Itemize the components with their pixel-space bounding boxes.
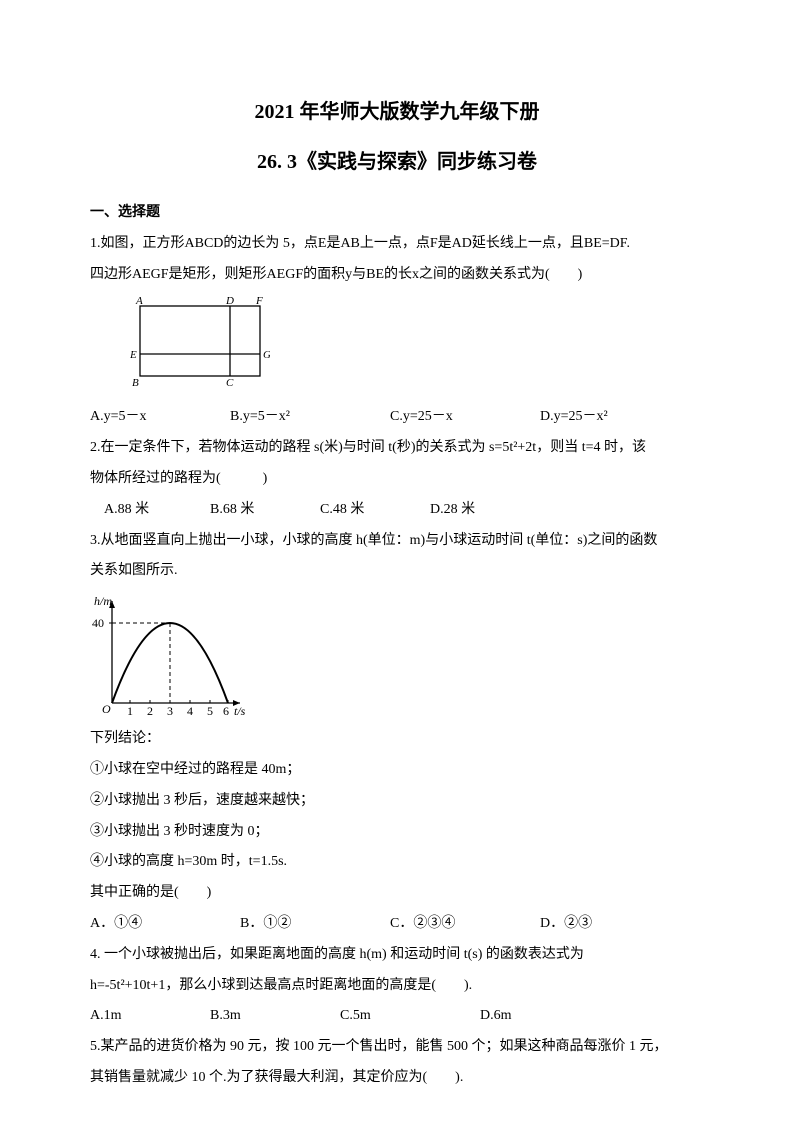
q3-options: A．①④ B．①② C．②③④ D．②③ [90, 909, 704, 940]
q3-line1: 3.从地面竖直向上抛出一小球，小球的高度 h(单位：m)与小球运动时间 t(单位… [90, 526, 704, 557]
q4-optB: B.3m [210, 1001, 340, 1032]
svg-text:O: O [102, 702, 111, 716]
page: 2021 年华师大版数学九年级下册 26. 3《实践与探索》同步练习卷 一、选择… [0, 0, 794, 1134]
q3-optA: A．①④ [90, 909, 240, 940]
title-line-1: 2021 年华师大版数学九年级下册 [90, 90, 704, 134]
fig2-xt5: 5 [207, 704, 213, 718]
q3-s2: ②小球抛出 3 秒后，速度越来越快； [90, 786, 704, 817]
q3-figure: h/m t/s O 40 1 2 3 4 5 6 [90, 593, 704, 718]
q3-optD: D．②③ [540, 909, 660, 940]
q3-line2: 关系如图所示. [90, 556, 704, 587]
q4-optC: C.5m [340, 1001, 480, 1032]
q2-line1: 2.在一定条件下，若物体运动的路程 s(米)与时间 t(秒)的关系式为 s=5t… [90, 433, 704, 464]
q2-optB: B.68 米 [210, 495, 320, 526]
q5-line2: 其销售量就减少 10 个.为了获得最大利润，其定价应为( ). [90, 1063, 704, 1094]
q3-ask: 其中正确的是( ) [90, 878, 704, 909]
q1-line1: 1.如图，正方形ABCD的边长为 5，点E是AB上一点，点F是AD延长线上一点，… [90, 229, 704, 260]
q4-optD: D.6m [480, 1001, 600, 1032]
q1-optD: D.y=25－x² [540, 402, 700, 433]
q4-line1: 4. 一个小球被抛出后，如果距离地面的高度 h(m) 和运动时间 t(s) 的函… [90, 940, 704, 971]
q3-s1: ①小球在空中经过的路程是 40m； [90, 755, 704, 786]
fig2-xt3: 3 [167, 704, 173, 718]
q2-optD: D.28 米 [430, 495, 540, 526]
q3-intro: 下列结论： [90, 724, 704, 755]
fig2-ylabel: h/m [94, 594, 112, 608]
q2-line2: 物体所经过的路程为( ) [90, 464, 704, 495]
label-C: C [226, 377, 234, 389]
title-line-2: 26. 3《实践与探索》同步练习卷 [90, 140, 704, 184]
q1-line2: 四边形AEGF是矩形，则矩形AEGF的面积y与BE的长x之间的函数关系式为( ) [90, 260, 704, 291]
q4-options: A.1m B.3m C.5m D.6m [90, 1001, 704, 1032]
q3-s3: ③小球抛出 3 秒时速度为 0； [90, 817, 704, 848]
fig2-xt4: 4 [187, 704, 193, 718]
q2-options: A.88 米 B.68 米 C.48 米 D.28 米 [90, 495, 704, 526]
q3-s4: ④小球的高度 h=30m 时，t=1.5s. [90, 847, 704, 878]
label-G: G [263, 349, 270, 361]
q2-optA: A.88 米 [90, 495, 210, 526]
q3-optB: B．①② [240, 909, 390, 940]
q1-optA: A.y=5－x [90, 402, 230, 433]
q1-figure: A D F E G B C [130, 296, 704, 396]
label-D: D [225, 296, 234, 307]
label-A: A [135, 296, 143, 307]
fig2-xlabel: t/s [234, 704, 246, 718]
fig2-xt6: 6 [223, 704, 229, 718]
q4-line2: h=-5t²+10t+1，那么小球到达最高点时距离地面的高度是( ). [90, 971, 704, 1002]
q2-optC: C.48 米 [320, 495, 430, 526]
q3-optC: C．②③④ [390, 909, 540, 940]
label-B: B [132, 377, 139, 389]
q5-line1: 5.某产品的进货价格为 90 元，按 100 元一个售出时，能售 500 个；如… [90, 1032, 704, 1063]
label-F: F [255, 296, 263, 307]
q1-optB: B.y=5－x² [230, 402, 390, 433]
fig2-xt2: 2 [147, 704, 153, 718]
fig2-xt1: 1 [127, 704, 133, 718]
section-head-1: 一、选择题 [90, 198, 704, 229]
q1-options: A.y=5－x B.y=5－x² C.y=25－x D.y=25－x² [90, 402, 704, 433]
label-E: E [130, 349, 137, 361]
q1-optC: C.y=25－x [390, 402, 540, 433]
fig2-ymax: 40 [92, 616, 104, 630]
q4-optA: A.1m [90, 1001, 210, 1032]
